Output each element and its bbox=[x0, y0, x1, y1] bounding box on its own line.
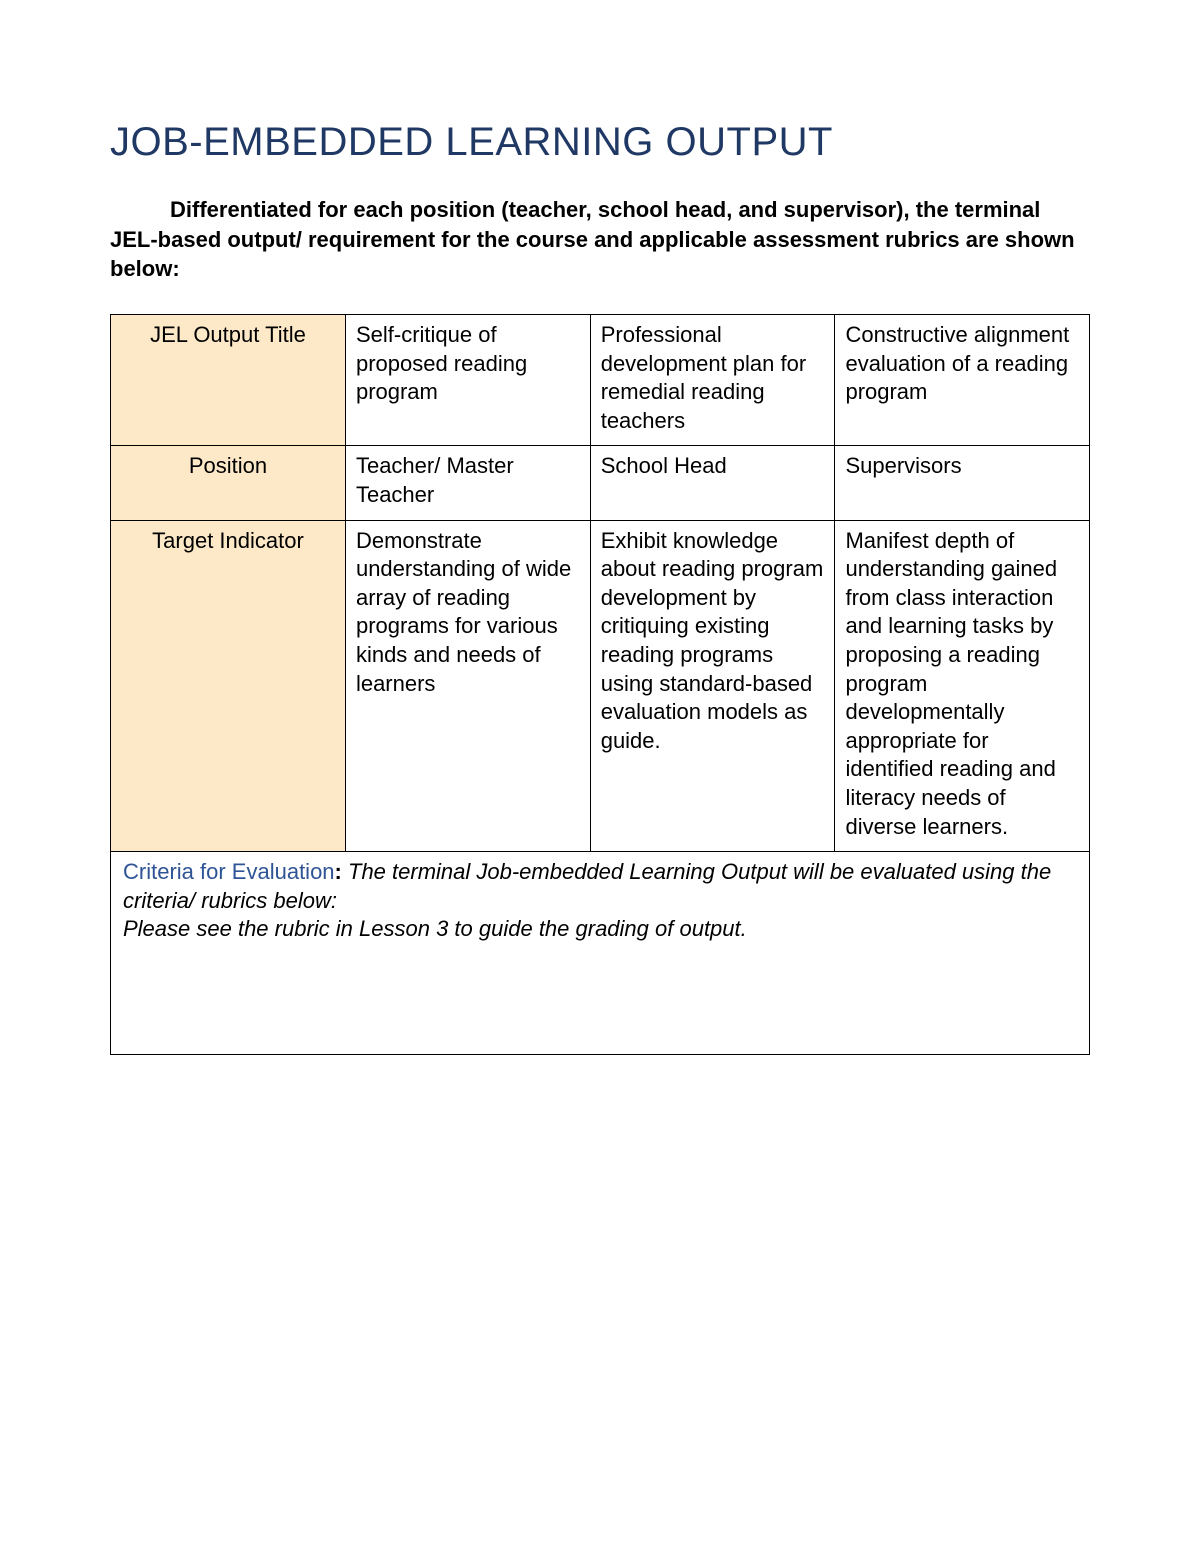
row-label-output-title: JEL Output Title bbox=[111, 315, 346, 446]
criteria-colon: : bbox=[335, 859, 348, 884]
cell-position-3: Supervisors bbox=[835, 446, 1090, 520]
row-target-indicator: Target Indicator Demonstrate understandi… bbox=[111, 520, 1090, 852]
row-criteria: Criteria for Evaluation: The terminal Jo… bbox=[111, 852, 1090, 1055]
cell-position-2: School Head bbox=[590, 446, 835, 520]
cell-criteria: Criteria for Evaluation: The terminal Jo… bbox=[111, 852, 1090, 1055]
cell-target-indicator-3: Manifest depth of understanding gained f… bbox=[835, 520, 1090, 852]
cell-output-title-3: Constructive alignment evaluation of a r… bbox=[835, 315, 1090, 446]
criteria-label: Criteria for Evaluation bbox=[123, 859, 335, 884]
row-output-title: JEL Output Title Self-critique of propos… bbox=[111, 315, 1090, 446]
row-label-target-indicator: Target Indicator bbox=[111, 520, 346, 852]
row-label-position: Position bbox=[111, 446, 346, 520]
cell-output-title-2: Professional development plan for remedi… bbox=[590, 315, 835, 446]
page-title: JOB-EMBEDDED LEARNING OUTPUT bbox=[110, 120, 1090, 165]
jel-output-table: JEL Output Title Self-critique of propos… bbox=[110, 314, 1090, 1055]
cell-target-indicator-2: Exhibit knowledge about reading program … bbox=[590, 520, 835, 852]
cell-output-title-1: Self-critique of proposed reading progra… bbox=[345, 315, 590, 446]
criteria-line2: Please see the rubric in Lesson 3 to gui… bbox=[123, 916, 747, 941]
intro-paragraph: Differentiated for each position (teache… bbox=[110, 195, 1090, 284]
cell-target-indicator-1: Demonstrate understanding of wide array … bbox=[345, 520, 590, 852]
cell-position-1: Teacher/ Master Teacher bbox=[345, 446, 590, 520]
row-position: Position Teacher/ Master Teacher School … bbox=[111, 446, 1090, 520]
